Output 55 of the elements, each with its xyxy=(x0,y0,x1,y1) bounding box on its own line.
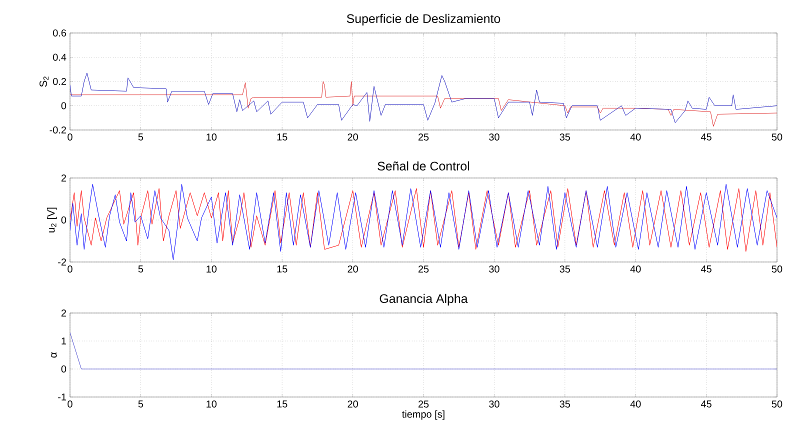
x-tick-label: 5 xyxy=(138,266,144,272)
y-tick-label: -2 xyxy=(58,258,66,266)
y-tick-label: 0.6 xyxy=(53,29,66,37)
x-tick-label: 35 xyxy=(560,400,570,408)
x-tick-label: 15 xyxy=(277,266,288,272)
x-tick-label: 45 xyxy=(701,266,712,272)
x-tick-label: 20 xyxy=(348,266,358,273)
x-tick-label: 50 xyxy=(772,134,782,141)
y-tick-label: 0 xyxy=(61,102,66,110)
x-tick-label: 30 xyxy=(489,400,500,408)
x-tick-label: 25 xyxy=(418,134,429,141)
x-tick-label: 15 xyxy=(277,134,288,140)
y-tick-label: 0.2 xyxy=(53,78,66,86)
x-tick-label: 10 xyxy=(206,134,217,141)
y-tick-label: 0.4 xyxy=(53,54,66,61)
y-tick-label: 0 xyxy=(61,365,66,373)
x-tick-label: 10 xyxy=(206,400,217,408)
line-series xyxy=(70,184,778,260)
chart-title: Superficie de Deslizamiento xyxy=(346,14,500,26)
x-tick-label: 45 xyxy=(701,400,712,408)
x-tick-label: 50 xyxy=(772,400,782,408)
x-axis-title: tiempo [s] xyxy=(402,410,444,420)
y-tick-label: -0.2 xyxy=(50,126,66,134)
x-tick-label: 25 xyxy=(418,266,429,273)
x-tick-label: 20 xyxy=(348,400,358,408)
x-tick-label: 30 xyxy=(489,266,500,273)
y-tick-label: 2 xyxy=(61,174,66,182)
x-tick-label: 40 xyxy=(630,134,641,141)
chart-title: Señal de Control xyxy=(378,161,470,171)
x-tick-label: 10 xyxy=(206,266,217,273)
x-tick-label: 15 xyxy=(277,400,288,408)
y-tick-label: 1 xyxy=(62,338,66,344)
chart-title: Ganancia Alpha xyxy=(380,294,468,306)
x-tick-label: 0 xyxy=(68,134,72,141)
y-axis-title: α xyxy=(51,352,57,358)
x-tick-label: 0 xyxy=(68,400,72,408)
x-tick-label: 5 xyxy=(138,400,144,408)
y-tick-label: 2 xyxy=(61,310,66,316)
x-tick-label: 45 xyxy=(701,134,712,140)
y-tick-label: 0 xyxy=(61,216,66,224)
y-axis-title: S$_{2}$ xyxy=(40,76,48,87)
x-tick-label: 40 xyxy=(630,400,641,408)
x-tick-label: 20 xyxy=(348,134,358,141)
line-series xyxy=(70,72,778,123)
x-tick-label: 0 xyxy=(68,266,72,273)
x-tick-label: 35 xyxy=(560,266,570,273)
x-tick-label: 5 xyxy=(138,134,144,140)
x-tick-label: 25 xyxy=(418,400,429,408)
y-axis-title: u$_{2}$ [V] xyxy=(47,208,57,232)
y-tick-label: -1 xyxy=(58,394,66,400)
x-tick-label: 50 xyxy=(772,266,782,273)
x-tick-label: 40 xyxy=(630,266,641,273)
line-series xyxy=(70,81,778,127)
x-tick-label: 30 xyxy=(489,134,500,141)
x-tick-label: 35 xyxy=(560,134,570,141)
